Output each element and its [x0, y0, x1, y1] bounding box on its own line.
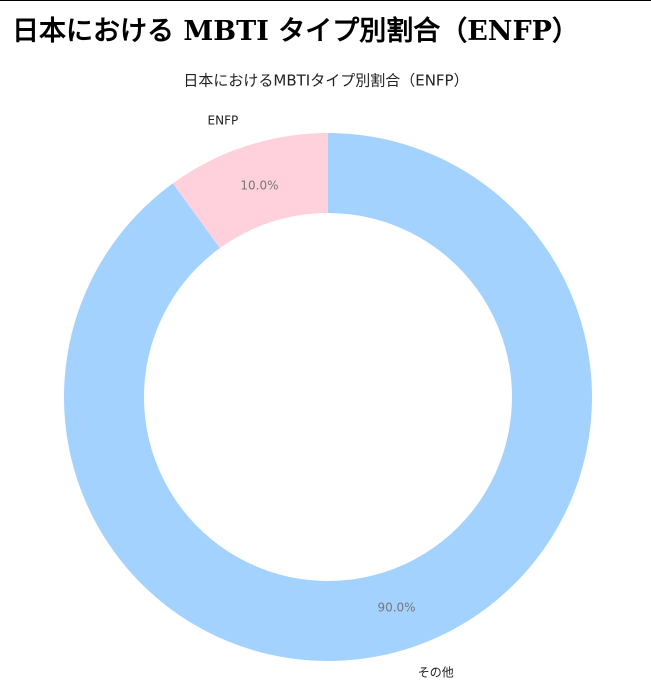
category-label: その他 — [418, 666, 454, 680]
value-label: 10.0% — [240, 179, 278, 193]
donut-segment — [64, 133, 593, 661]
donut-segment — [172, 133, 328, 249]
value-label: 90.0% — [377, 600, 415, 614]
category-label: ENFP — [208, 113, 239, 127]
page-heading: 日本における MBTI タイプ別割合（ENFP） — [12, 16, 579, 47]
chart-title: 日本におけるMBTIタイプ別割合（ENFP） — [183, 72, 468, 90]
